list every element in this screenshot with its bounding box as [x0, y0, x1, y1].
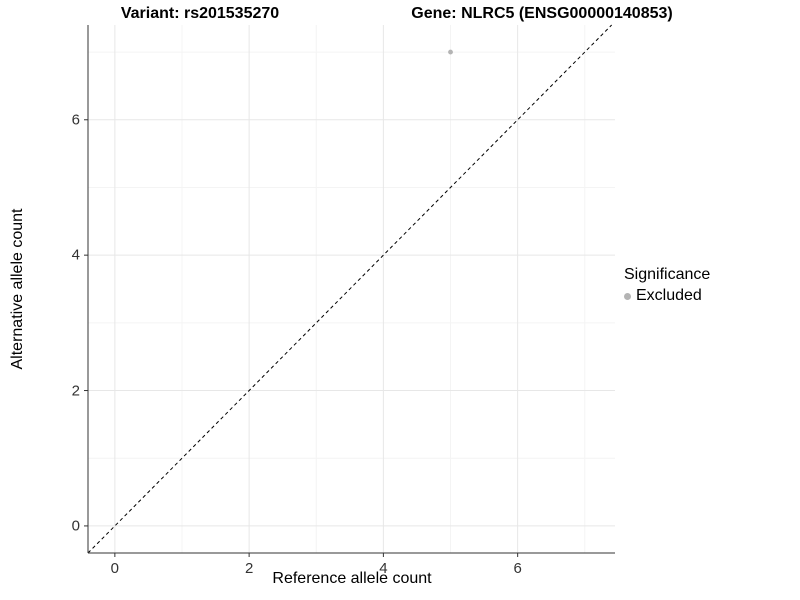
x-tick-label: 2 [244, 560, 254, 577]
y-tick-label: 4 [71, 246, 80, 264]
x-tick-label: 6 [513, 560, 522, 577]
legend-entry: Excluded [624, 287, 710, 305]
plot-title-gene: Gene: NLRC5 (ENSG00000140853) [411, 5, 673, 22]
identity-dashed-line [87, 24, 612, 554]
y-axis-title: Alternative allele count [9, 208, 26, 370]
legend: Significance Excluded [624, 266, 710, 305]
x-tick-label: 4 [379, 560, 388, 577]
legend-point-icon [624, 292, 631, 300]
legend-title: Significance [624, 266, 711, 283]
x-axis-title: Reference allele count [272, 570, 432, 587]
legend-entry-label: Excluded [636, 287, 702, 304]
y-tick-label: 0 [71, 517, 80, 535]
y-tick-label: 2 [71, 382, 80, 400]
x-tick-label: 0 [110, 560, 120, 577]
plot-title-variant: Variant: rs201535270 [120, 5, 280, 22]
y-tick-label: 6 [71, 111, 80, 129]
data-point [448, 49, 453, 55]
